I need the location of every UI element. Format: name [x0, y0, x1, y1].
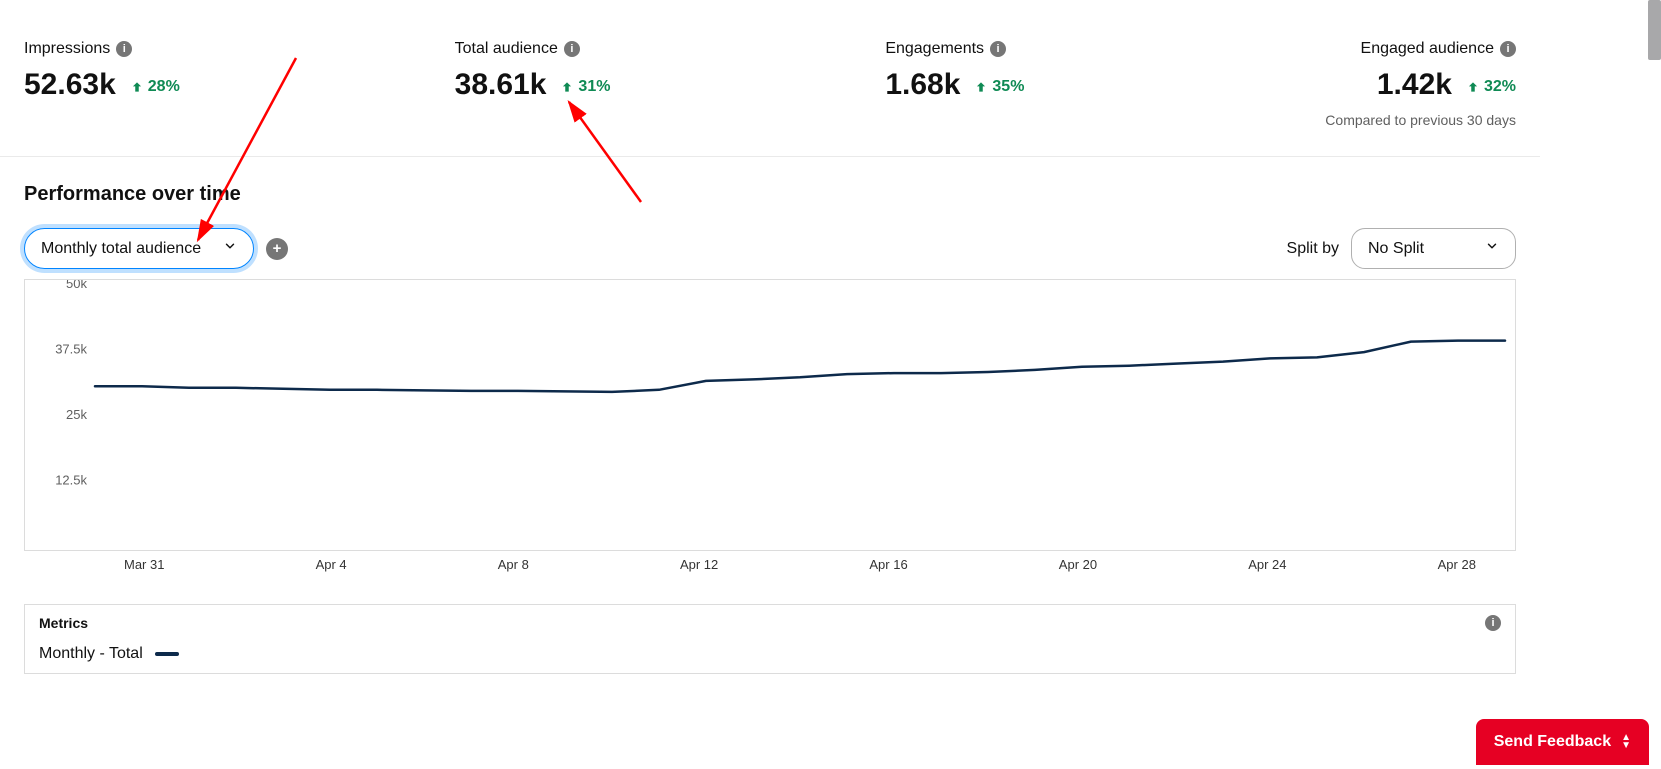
- stat-value: 1.68k: [885, 68, 960, 102]
- x-tick-label: Apr 12: [680, 557, 718, 572]
- chevron-down-icon: [1485, 239, 1499, 258]
- trend-up-indicator: 32%: [1466, 78, 1516, 96]
- comparison-note: Compared to previous 30 days: [1316, 112, 1516, 128]
- x-tick-label: Mar 31: [124, 557, 164, 572]
- legend-label: Monthly - Total: [39, 645, 143, 663]
- send-feedback-button[interactable]: Send Feedback ▲▼: [1476, 719, 1649, 765]
- svg-text:25k: 25k: [66, 407, 87, 422]
- split-dropdown[interactable]: No Split: [1351, 228, 1516, 269]
- x-tick-label: Apr 20: [1059, 557, 1097, 572]
- split-by-label: Split by: [1287, 240, 1339, 258]
- stat-impressions: Impressions i 52.63k 28%: [24, 40, 224, 128]
- stat-value: 52.63k: [24, 68, 116, 102]
- trend-pct: 32%: [1484, 78, 1516, 96]
- stat-label: Impressions: [24, 40, 110, 58]
- metrics-header-label: Metrics: [39, 615, 88, 631]
- chevron-down-icon: [223, 239, 237, 258]
- trend-up-indicator: 31%: [560, 78, 610, 96]
- chart-canvas: 12.5k 25k 37.5k 50k: [25, 280, 1515, 550]
- trend-up-indicator: 35%: [974, 78, 1024, 96]
- trend-pct: 28%: [148, 78, 180, 96]
- trend-up-indicator: 28%: [130, 78, 180, 96]
- add-metric-button[interactable]: +: [266, 238, 288, 260]
- stat-label: Engagements: [885, 40, 984, 58]
- info-icon[interactable]: i: [116, 41, 132, 57]
- info-icon[interactable]: i: [1500, 41, 1516, 57]
- trend-pct: 31%: [578, 78, 610, 96]
- arrow-up-icon: [130, 80, 144, 94]
- info-icon[interactable]: i: [990, 41, 1006, 57]
- metric-dropdown[interactable]: Monthly total audience: [24, 228, 254, 269]
- controls-row: Monthly total audience + Split by No Spl…: [24, 228, 1516, 269]
- svg-text:37.5k: 37.5k: [55, 342, 87, 357]
- stat-label: Total audience: [455, 40, 558, 58]
- stat-engaged-audience: Engaged audience i 1.42k 32% Compared to…: [1316, 40, 1516, 128]
- metric-dropdown-label: Monthly total audience: [41, 240, 201, 258]
- x-tick-label: Apr 8: [498, 557, 529, 572]
- stat-value: 1.42k: [1377, 68, 1452, 102]
- arrow-up-icon: [974, 80, 988, 94]
- x-tick-label: Apr 16: [869, 557, 907, 572]
- svg-text:12.5k: 12.5k: [55, 473, 87, 488]
- legend-item: Monthly - Total: [39, 645, 1501, 663]
- caret-icon: ▲▼: [1621, 734, 1631, 750]
- x-tick-label: Apr 24: [1248, 557, 1286, 572]
- stat-total-audience: Total audience i 38.61k 31%: [455, 40, 655, 128]
- info-icon[interactable]: i: [564, 41, 580, 57]
- stat-engagements: Engagements i 1.68k 35%: [885, 40, 1085, 128]
- x-axis-labels: Mar 31 Apr 4 Apr 8 Apr 12 Apr 16 Apr 20 Apr 24…: [24, 551, 1516, 572]
- trend-pct: 35%: [992, 78, 1024, 96]
- info-icon[interactable]: i: [1485, 615, 1501, 631]
- metrics-legend-box: Metrics i Monthly - Total: [24, 604, 1516, 674]
- stat-value: 38.61k: [455, 68, 547, 102]
- arrow-up-icon: [1466, 80, 1480, 94]
- legend-swatch: [155, 652, 179, 656]
- stat-label: Engaged audience: [1361, 40, 1494, 58]
- line-chart: 12.5k 25k 37.5k 50k: [24, 279, 1516, 551]
- svg-text:50k: 50k: [66, 280, 87, 291]
- arrow-up-icon: [560, 80, 574, 94]
- section-title: Performance over time: [24, 183, 1516, 206]
- performance-section: Performance over time Monthly total audi…: [0, 157, 1540, 674]
- feedback-button-label: Send Feedback: [1494, 733, 1611, 751]
- x-tick-label: Apr 28: [1438, 557, 1476, 572]
- x-tick-label: Apr 4: [316, 557, 347, 572]
- split-dropdown-label: No Split: [1368, 240, 1424, 258]
- stats-row: Impressions i 52.63k 28% Total audience …: [0, 0, 1540, 157]
- scrollbar-thumb[interactable]: [1648, 0, 1661, 60]
